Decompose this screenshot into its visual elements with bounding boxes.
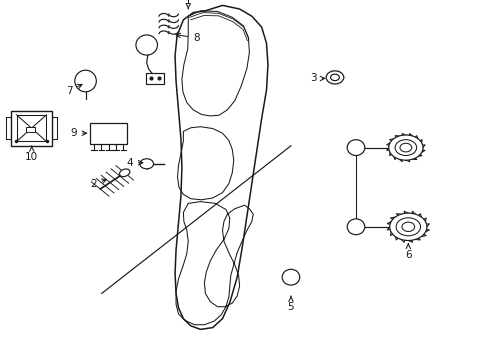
Ellipse shape	[136, 35, 157, 55]
Circle shape	[325, 71, 343, 84]
Ellipse shape	[119, 169, 130, 177]
Text: 10: 10	[25, 146, 38, 162]
Text: 1: 1	[184, 0, 191, 9]
Text: 9: 9	[70, 128, 86, 138]
Circle shape	[389, 213, 426, 240]
FancyBboxPatch shape	[145, 73, 164, 84]
Ellipse shape	[346, 219, 364, 235]
Circle shape	[401, 222, 414, 231]
FancyBboxPatch shape	[90, 123, 127, 144]
Text: 4: 4	[126, 158, 142, 168]
FancyBboxPatch shape	[11, 111, 52, 146]
Text: 3: 3	[309, 73, 324, 84]
Circle shape	[395, 218, 420, 236]
Text: 8: 8	[176, 33, 200, 43]
FancyBboxPatch shape	[26, 127, 35, 132]
Circle shape	[399, 143, 411, 152]
Ellipse shape	[75, 70, 96, 92]
Circle shape	[394, 140, 416, 156]
Circle shape	[388, 135, 422, 160]
Text: 6: 6	[404, 244, 411, 260]
Polygon shape	[176, 202, 253, 325]
Circle shape	[140, 159, 153, 169]
Polygon shape	[325, 71, 344, 84]
Circle shape	[330, 74, 339, 81]
Ellipse shape	[282, 269, 299, 285]
Text: 7: 7	[65, 85, 82, 96]
Ellipse shape	[346, 140, 364, 156]
Text: 2: 2	[90, 179, 106, 189]
Text: 5: 5	[287, 296, 294, 312]
